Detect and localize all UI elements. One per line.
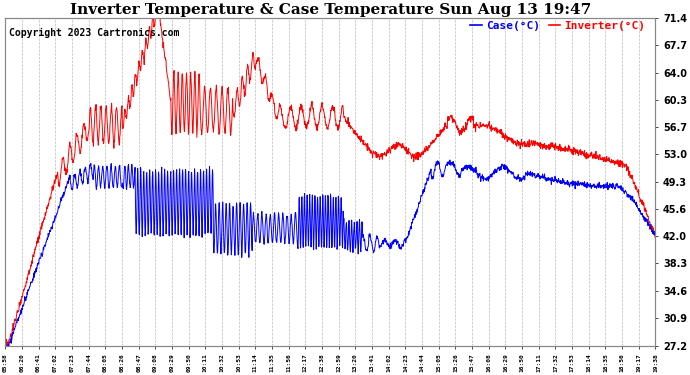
Title: Inverter Temperature & Case Temperature Sun Aug 13 19:47: Inverter Temperature & Case Temperature … [70,3,591,17]
Legend: Case(°C), Inverter(°C): Case(°C), Inverter(°C) [466,17,650,36]
Text: Copyright 2023 Cartronics.com: Copyright 2023 Cartronics.com [8,28,179,38]
